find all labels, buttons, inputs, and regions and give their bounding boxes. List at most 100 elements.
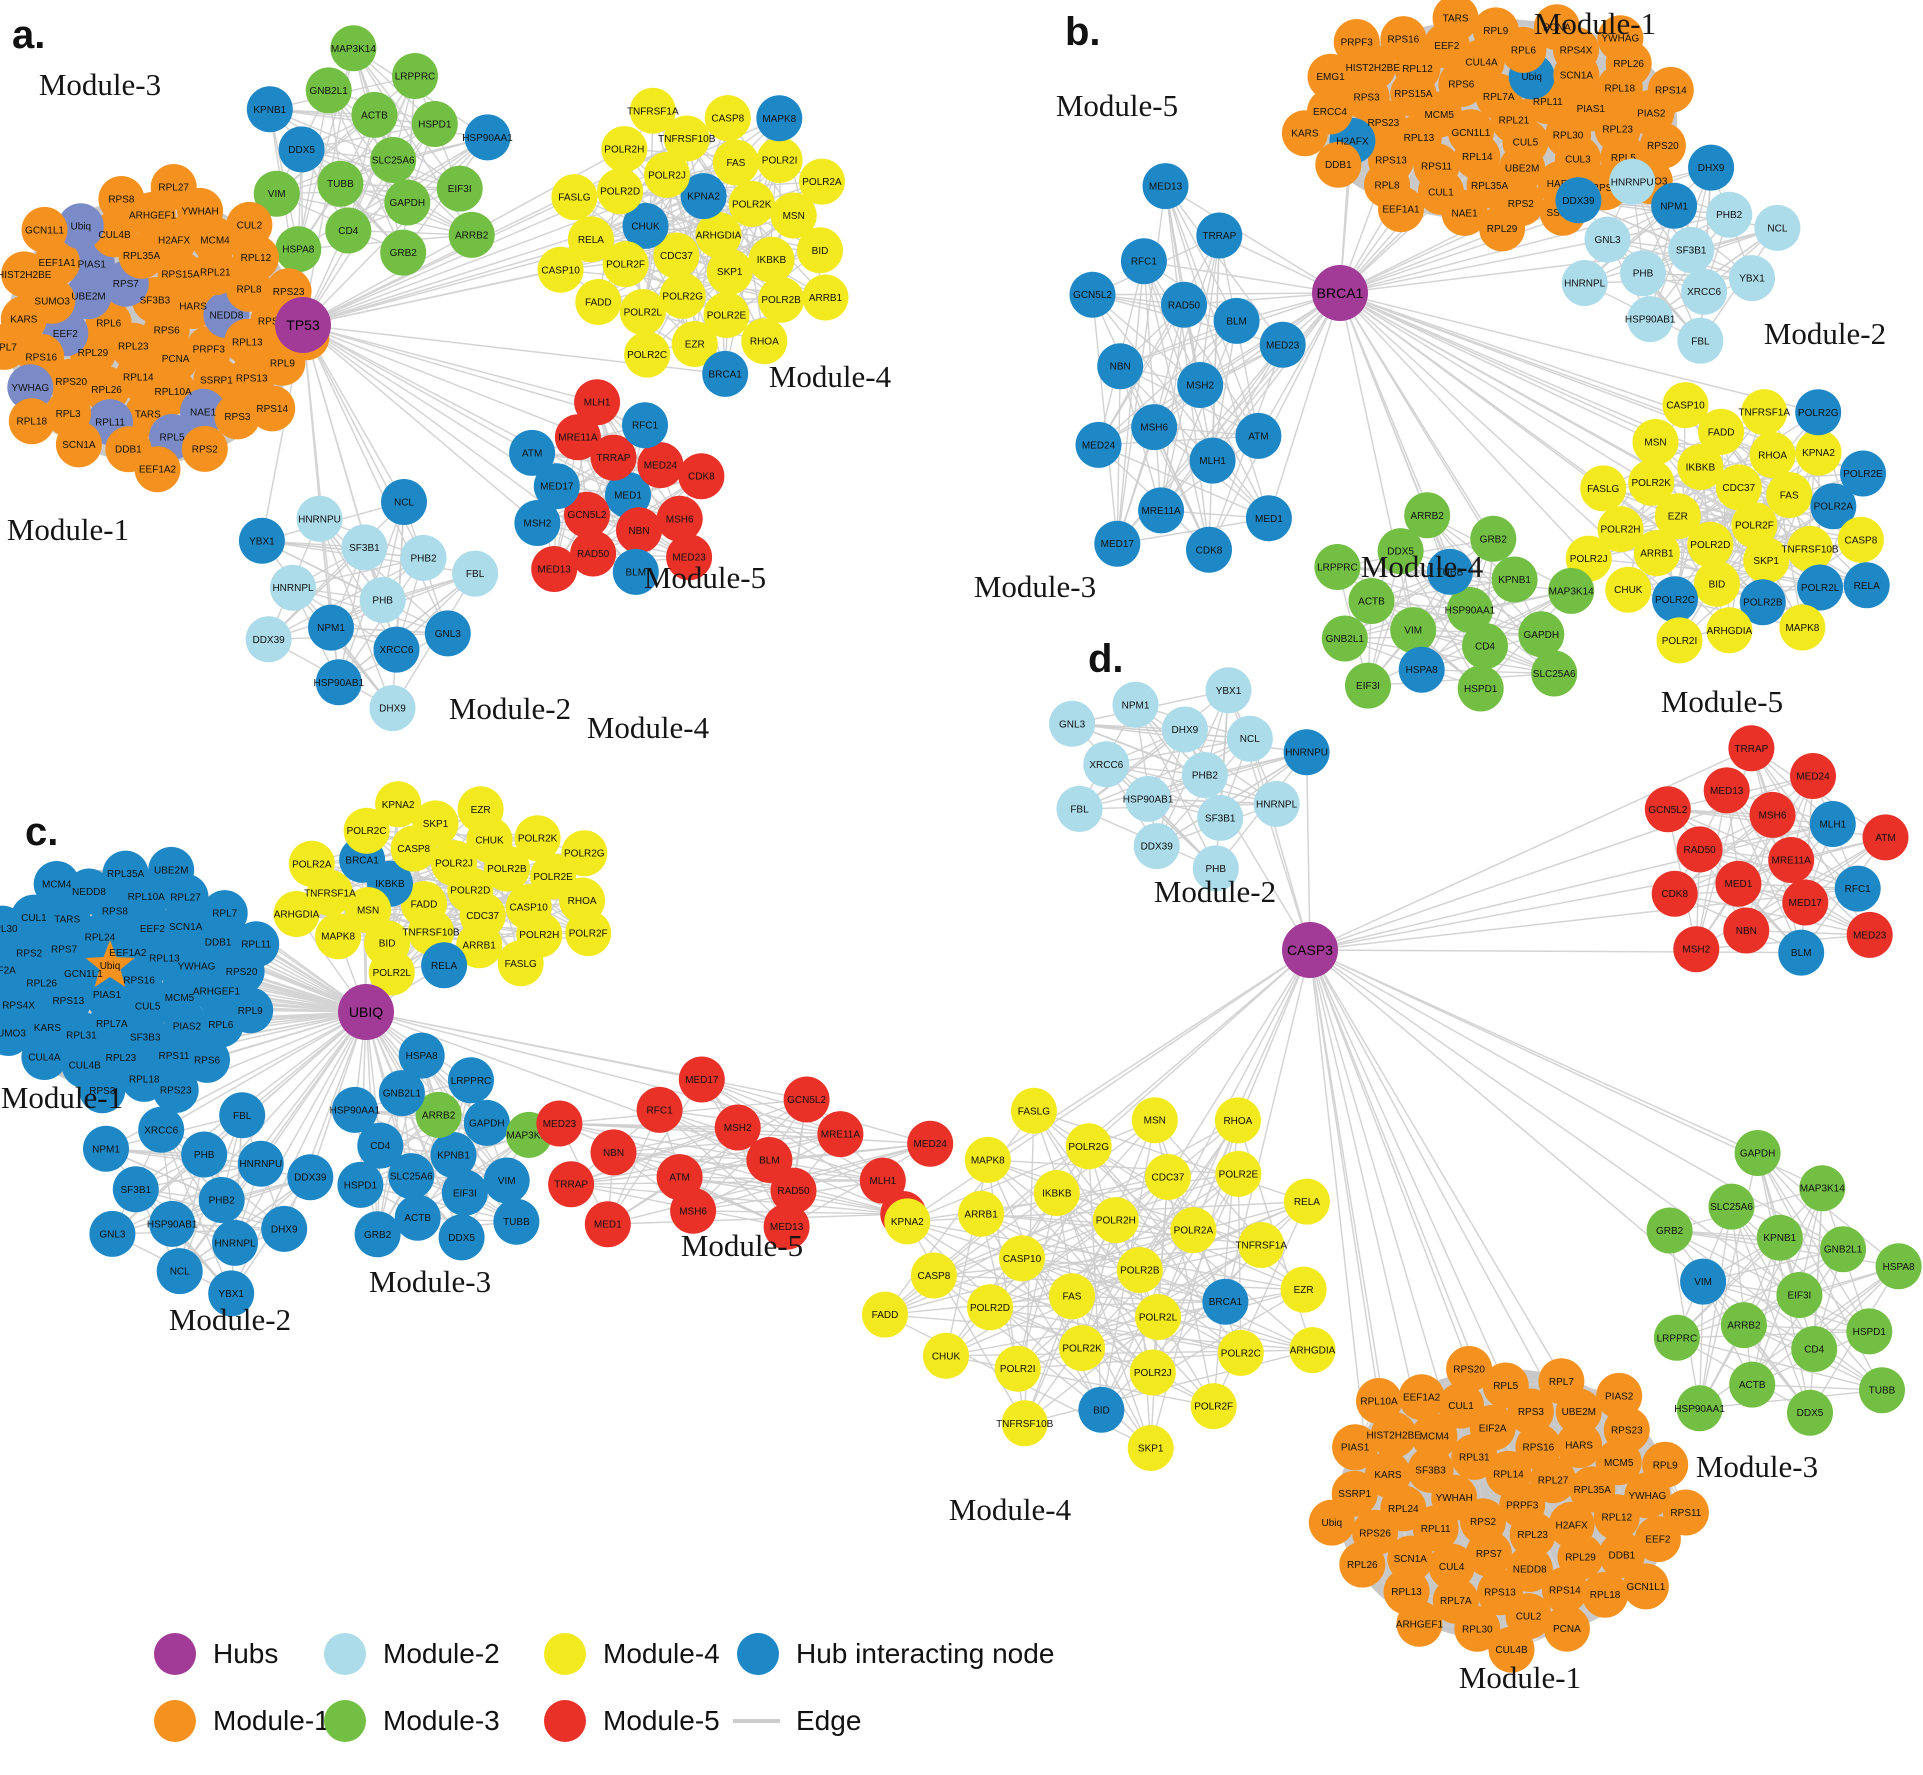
node-label-PIAS2: PIAS2 — [1637, 108, 1666, 119]
node-HIST2H2BE — [1, 251, 48, 298]
module-label-module-2: Module-2 — [449, 691, 571, 726]
node-MED17 — [533, 463, 580, 510]
node-label-FAS: FAS — [726, 158, 745, 169]
legend-swatch-hub-interacting-node — [737, 1633, 779, 1675]
node-label-VIM: VIM — [268, 189, 286, 200]
node-label-POLR2F: POLR2F — [569, 929, 608, 940]
node-label-PHB2: PHB2 — [1716, 210, 1743, 221]
legend-label-module-4: Module-4 — [603, 1638, 720, 1669]
node-NCL — [1754, 204, 1801, 251]
node-label-FBL: FBL — [1691, 336, 1710, 347]
node-label-KARS: KARS — [1291, 129, 1319, 140]
node-label-HNRNPL: HNRNPL — [1256, 799, 1298, 810]
node-POLR2B — [758, 276, 805, 323]
node-label-DDB1: DDB1 — [205, 938, 232, 949]
node-label-RPL10A: RPL10A — [1360, 1397, 1398, 1408]
node-RPS20 — [1639, 122, 1686, 169]
node-label-RPL13: RPL13 — [1391, 1587, 1422, 1598]
node-ARHGDIA — [1289, 1327, 1336, 1374]
node-label-MED1: MED1 — [1255, 514, 1283, 525]
node-label-EIF2A: EIF2A — [0, 965, 16, 976]
node-POLR2A — [799, 158, 845, 205]
node-label-RPL18: RPL18 — [1590, 1590, 1621, 1601]
node-label-ATM: ATM — [1875, 833, 1895, 844]
node-label-DDX5: DDX5 — [1387, 547, 1414, 558]
node-label-HNRNPL: HNRNPL — [214, 1238, 256, 1249]
node-label-HSP90AA1: HSP90AA1 — [330, 1105, 381, 1116]
node-PHB2 — [400, 534, 447, 581]
node-label-RPL12: RPL12 — [1402, 64, 1433, 75]
node-RPL7 — [0, 323, 28, 370]
node-label-VIM: VIM — [1694, 1277, 1712, 1288]
node-RPS14 — [1647, 66, 1694, 113]
node-HARS — [1556, 1422, 1603, 1468]
node-label-EEF2: EEF2 — [140, 924, 165, 935]
node-label-MCM5: MCM5 — [165, 993, 195, 1004]
node-RPS15A — [157, 251, 204, 298]
node-label-RPL35A: RPL35A — [1574, 1485, 1612, 1496]
node-DDB1 — [1598, 1532, 1645, 1578]
node-Ubiq — [1308, 1499, 1355, 1546]
node-TNFRSF1A — [1741, 389, 1788, 436]
node-LRPPRC — [392, 53, 438, 99]
node-CUL2 — [226, 201, 273, 248]
node-GRB2 — [354, 1211, 401, 1258]
node-label-MCM4: MCM4 — [42, 880, 72, 891]
node-label-UBE2M: UBE2M — [154, 865, 188, 876]
node-label-MAPK8: MAPK8 — [1785, 623, 1819, 634]
node-label-HSP90AB1: HSP90AB1 — [147, 1219, 198, 1230]
node-label-DDX39: DDX39 — [1562, 196, 1595, 207]
node-label-TUBB: TUBB — [327, 179, 354, 190]
node-POLR2L — [368, 949, 415, 996]
node-label-RPL7: RPL7 — [1549, 1377, 1574, 1388]
node-RPL27 — [150, 164, 197, 210]
node-SLC25A6 — [1708, 1183, 1755, 1230]
node-RPL30 — [1454, 1605, 1501, 1652]
node-label-MAPK8: MAPK8 — [762, 114, 796, 125]
node-MSH6 — [670, 1187, 717, 1234]
node-CDK8 — [1651, 870, 1698, 917]
node-label-RPL13: RPL13 — [232, 337, 263, 348]
node-MED17 — [1094, 520, 1141, 567]
node-POLR2I — [1656, 617, 1703, 664]
panel-letter: b. — [1065, 10, 1101, 54]
node-label-BLM: BLM — [1791, 948, 1812, 959]
node-label-SF3B1: SF3B1 — [1676, 246, 1707, 257]
node-label-POLR2E: POLR2E — [1843, 469, 1883, 480]
node-TRRAP — [1196, 212, 1243, 259]
node-CASP8 — [1837, 516, 1884, 563]
node-CDK8 — [678, 453, 725, 500]
node-POLR2K — [1059, 1325, 1106, 1371]
node-label-POLR2C: POLR2C — [347, 826, 387, 837]
panel-b: MSH2 MSH6 RAD50 MLH1 NBN BLM MRE11A RFC1 ATM MED2… — [974, 0, 1890, 712]
node-label-ARHGDIA: ARHGDIA — [274, 910, 320, 921]
node-label-RPS15A: RPS15A — [1394, 89, 1433, 100]
node-label-CHUK: CHUK — [1614, 585, 1643, 596]
node-NPM1 — [83, 1125, 129, 1172]
legend-swatch-module-3 — [324, 1700, 366, 1742]
node-label-RAD50: RAD50 — [577, 549, 610, 560]
node-label-DDX5: DDX5 — [1797, 1408, 1824, 1419]
node-label-EEF1A2: EEF1A2 — [1403, 1393, 1441, 1404]
node-label-HNRNPU: HNRNPU — [1285, 748, 1328, 759]
node-label-RPL30: RPL30 — [0, 924, 18, 935]
node-label-RPL9: RPL9 — [1653, 1460, 1678, 1471]
node-MRE11A — [1768, 837, 1815, 883]
node-POLR2D — [1687, 521, 1734, 568]
node-MED23 — [1259, 321, 1306, 368]
node-label-POLR2G: POLR2G — [1798, 408, 1839, 419]
node-label-RPS6: RPS6 — [194, 1055, 221, 1066]
node-label-IKBKB: IKBKB — [1042, 1189, 1072, 1200]
node-POLR2I — [756, 137, 803, 183]
node-MLH1 — [1189, 437, 1236, 484]
node-GNL3 — [1584, 216, 1631, 263]
node-label-NPM1: NPM1 — [1122, 700, 1150, 711]
node-MED23 — [666, 534, 713, 581]
node-label-CASP8: CASP8 — [918, 1271, 951, 1282]
node-RPS3 — [79, 1067, 126, 1114]
node-CASP10 — [1662, 382, 1709, 429]
node-XRCC6 — [138, 1106, 185, 1153]
node-label-DDX39: DDX39 — [294, 1173, 327, 1184]
node-label-RPL26: RPL26 — [1613, 59, 1644, 70]
module-module-1: RPS6 RPL23 SF3B3 PCNA RPL6 HARS RPL14 RPS7 PRPF3… — [0, 164, 330, 493]
